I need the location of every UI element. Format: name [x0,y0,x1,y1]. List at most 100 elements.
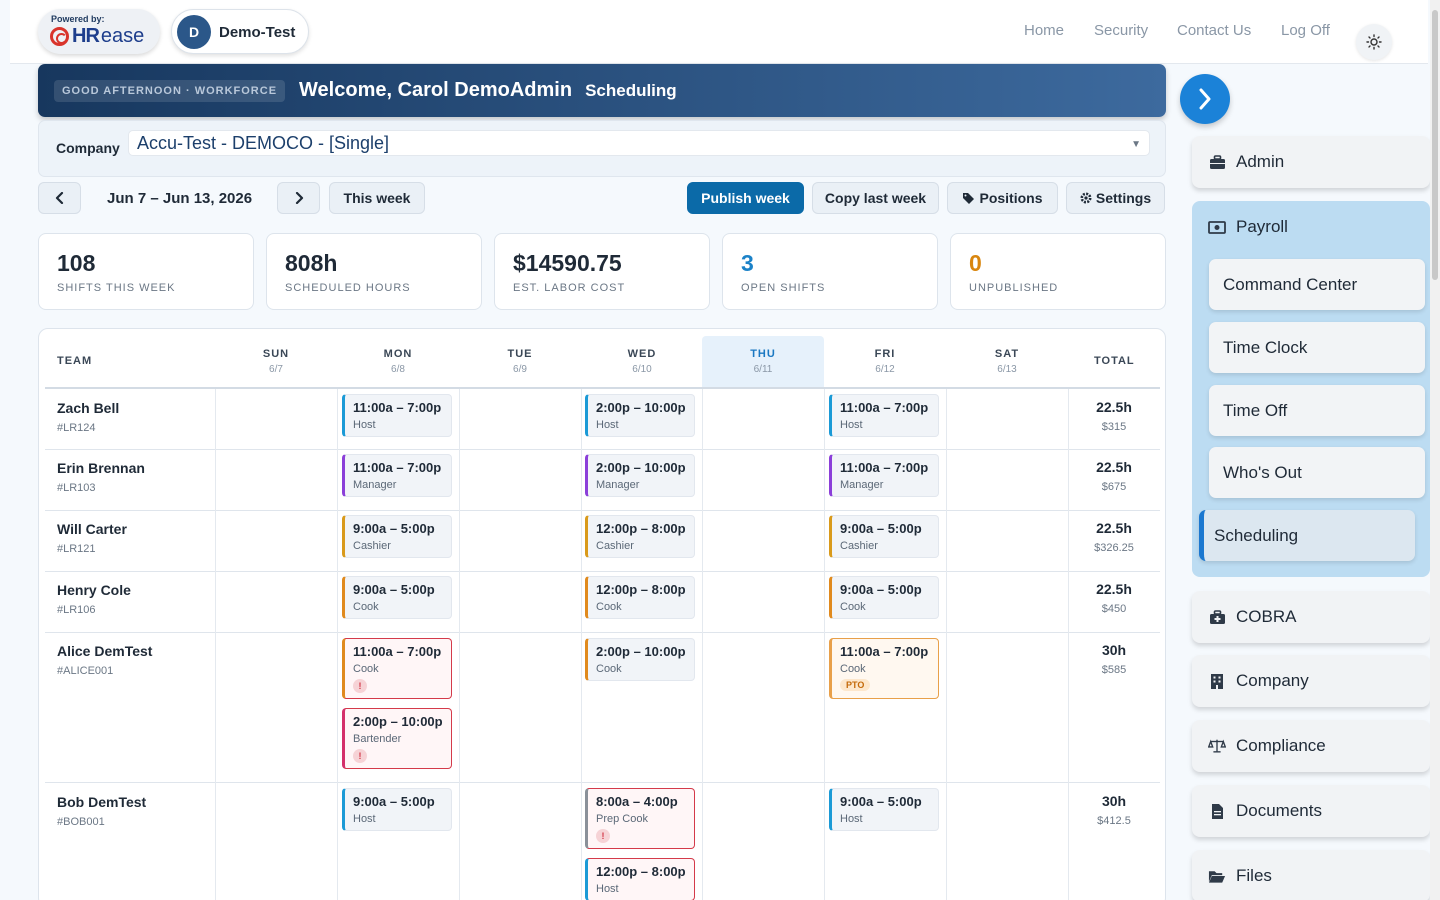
copy-last-week-button[interactable]: Copy last week [812,182,939,214]
employee-erin-brennan[interactable]: Erin Brennan #LR103 [57,460,145,494]
header-divider [45,387,1160,389]
row-divider [45,571,1160,572]
stat-value: 808h [285,250,338,276]
employee-name: Bob DemTest [57,794,147,810]
shift-time: 2:00p – 10:00p [596,644,686,659]
prev-week-button[interactable] [38,182,81,214]
scrollbar-thumb[interactable] [1432,10,1438,280]
sidebar-item-cobra[interactable]: COBRA [1192,591,1430,643]
top-bar: Powered by: HR ease D Demo-Test Home Sec… [10,0,1428,64]
day-header-mon: MON 6/8 [337,329,459,387]
brand-logo[interactable]: Powered by: HR ease [38,9,160,54]
row-divider [45,782,1160,783]
employee-will-carter[interactable]: Will Carter #LR121 [57,521,127,555]
gear-icon [1080,192,1092,204]
this-week-button[interactable]: This week [329,182,425,214]
shift-card[interactable]: 9:00a – 5:00p Cashier [829,515,939,558]
next-week-button[interactable] [277,182,320,214]
shift-card[interactable]: 11:00a – 7:00p Host [829,394,939,437]
row-divider [45,449,1160,450]
employee-henry-cole[interactable]: Henry Cole #LR106 [57,582,131,616]
positions-button[interactable]: Positions [947,182,1058,214]
shift-card[interactable]: 11:00a – 7:00p Host [342,394,452,437]
shift-role: Cashier [840,540,878,552]
settings-button[interactable]: Settings [1066,182,1165,214]
employee-alice-demtest[interactable]: Alice DemTest #ALICE001 [57,643,152,677]
total-cost: $326.25 [1094,542,1134,554]
shift-card-conflict[interactable]: 12:00p – 8:00p Host [585,858,695,900]
hrease-logo: HR ease [50,25,144,48]
employee-bob-demtest[interactable]: Bob DemTest #BOB001 [57,794,146,828]
shift-card[interactable]: 9:00a – 5:00p Cook [342,576,452,619]
sidebar-toggle-button[interactable] [1180,74,1230,124]
sidebar-subitem-time-off[interactable]: Time Off [1209,385,1425,436]
employee-id: #LR121 [57,543,96,555]
shift-card[interactable]: 2:00p – 10:00p Host [585,394,695,437]
stat-card-hours: 808h SCHEDULED HOURS [266,233,482,310]
shift-card[interactable]: 9:00a – 5:00p Host [829,788,939,831]
shift-role: Prep Cook [596,813,648,825]
shift-card-conflict[interactable]: 8:00a – 4:00p Prep Cook! [585,788,695,849]
sidebar-item-compliance[interactable]: Compliance [1192,720,1430,772]
column-divider [946,389,947,900]
shift-card-conflict[interactable]: 2:00p – 10:00p Bartender! [342,708,452,769]
sidebar-item-company[interactable]: Company [1192,655,1430,707]
row-total: 22.5h $326.25 [1079,520,1149,554]
shift-card[interactable]: 12:00p – 8:00p Cashier [585,515,695,558]
sidebar-item-payroll[interactable]: Payroll [1208,217,1288,237]
shift-card[interactable]: 2:00p – 10:00p Cook [585,638,695,681]
chevron-right-icon [295,192,303,204]
sidebar-item-label: COBRA [1236,607,1297,626]
publish-week-button[interactable]: Publish week [687,182,804,214]
shift-card[interactable]: 9:00a – 5:00p Host [342,788,452,831]
column-divider [1068,389,1069,900]
day-name: THU [750,348,776,360]
shift-time: 11:00a – 7:00p [353,400,442,415]
shift-time: 2:00p – 10:00p [353,714,443,729]
day-date: 6/9 [513,364,527,375]
shift-card-conflict[interactable]: 11:00a – 7:00p Cook! [342,638,452,699]
sidebar-subitem-command-center[interactable]: Command Center [1209,259,1425,310]
nav-log-off[interactable]: Log Off [1281,22,1330,39]
company-select[interactable]: Accu-Test - DEMOCO - [Single] ▼ [128,130,1150,156]
day-header-fri: FRI 6/12 [824,329,946,387]
account-pill[interactable]: D Demo-Test [171,9,309,54]
sidebar-item-documents[interactable]: Documents [1192,785,1430,837]
section-title: Scheduling [585,80,677,100]
shift-role: Cashier [596,540,634,552]
nav-security[interactable]: Security [1094,22,1149,39]
schedule-grid: TEAM TOTAL SUN 6/7 MON 6/8 TUE 6/9 WED 6/10 … [38,328,1166,900]
day-name: SAT [994,348,1020,360]
nav-home[interactable]: Home [1024,22,1065,39]
shift-card[interactable]: 12:00p – 8:00p Cook [585,576,695,619]
shift-card[interactable]: 9:00a – 5:00p Cashier [342,515,452,558]
theme-toggle-button[interactable] [1356,24,1392,60]
shift-card[interactable]: 2:00p – 10:00p Manager [585,454,695,497]
welcome-banner: GOOD AFTERNOON · WORKFORCE Welcome, Caro… [38,64,1166,117]
scale-icon [1208,738,1226,754]
stat-card-open-shifts: 3 OPEN SHIFTS [722,233,938,310]
sidebar-subitem-time-clock[interactable]: Time Clock [1209,322,1425,373]
dropdown-arrow-icon: ▼ [1131,139,1141,150]
shift-role: Host [596,419,619,431]
shift-card[interactable]: 11:00a – 7:00p Manager [829,454,939,497]
shift-card-pto[interactable]: 11:00a – 7:00p Cook PTO [829,638,939,699]
sidebar-item-admin[interactable]: Admin [1192,136,1430,188]
day-date: 6/11 [753,364,773,375]
sidebar-item-label: Files [1236,866,1272,885]
stat-label: OPEN SHIFTS [741,282,826,294]
company-select-value: Accu-Test - DEMOCO - [Single] [137,133,390,153]
sidebar-subitem-whos-out[interactable]: Who's Out [1209,447,1425,498]
stat-card-shifts: 108 SHIFTS THIS WEEK [38,233,254,310]
shift-role: Cook [840,663,866,675]
row-total: 30h $412.5 [1079,793,1149,827]
shift-card[interactable]: 11:00a – 7:00p Manager [342,454,452,497]
sidebar-subitem-scheduling[interactable]: Scheduling [1199,510,1415,561]
employee-zach-bell[interactable]: Zach Bell #LR124 [57,400,119,434]
sidebar-item-files[interactable]: Files [1192,850,1430,900]
page-scrollbar[interactable] [1430,0,1440,900]
settings-label: Settings [1095,190,1152,206]
shift-role: Manager [353,479,397,491]
shift-card[interactable]: 9:00a – 5:00p Cook [829,576,939,619]
nav-contact-us[interactable]: Contact Us [1177,22,1252,39]
